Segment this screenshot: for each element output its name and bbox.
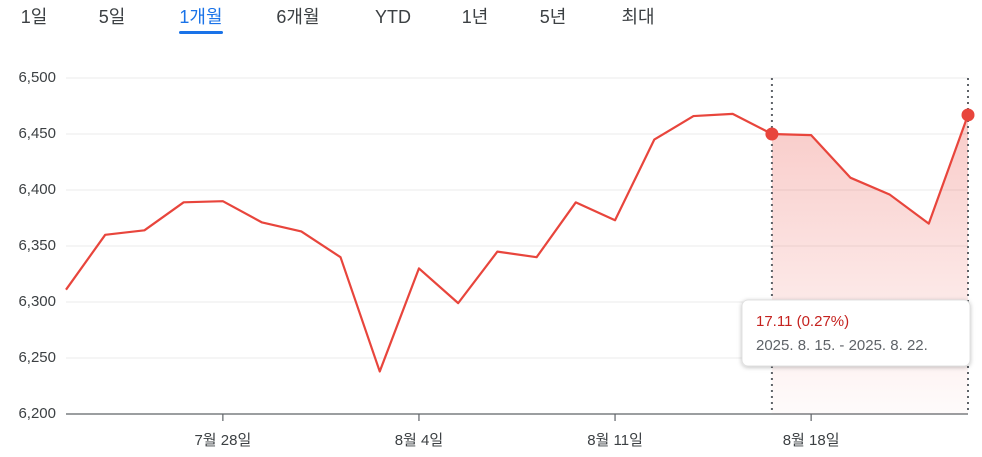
y-tick-label: 6,200 <box>18 405 56 422</box>
x-tick-label: 8월 11일 <box>587 432 643 449</box>
tooltip: 17.11 (0.27%) 2025. 8. 15. - 2025. 8. 22. <box>741 299 971 367</box>
highlight-point <box>765 127 779 141</box>
y-tick-label: 6,500 <box>18 69 56 86</box>
x-tick-label: 7월 28일 <box>194 432 251 449</box>
highlight-point <box>961 108 975 122</box>
range-tab[interactable]: YTD <box>375 7 411 27</box>
range-tab[interactable]: 1년 <box>462 7 489 27</box>
y-tick-label: 6,450 <box>18 125 56 142</box>
range-tab[interactable]: 6개월 <box>276 7 319 27</box>
tooltip-change: 17.11 (0.27%) <box>756 313 849 330</box>
tooltip-box <box>741 299 971 367</box>
price-line <box>65 112 970 373</box>
x-tick-label: 8월 18일 <box>783 432 840 449</box>
range-tab[interactable]: 최대 <box>621 7 654 27</box>
range-tab[interactable]: 1일 <box>21 7 48 27</box>
range-tab[interactable]: 5년 <box>540 7 567 27</box>
x-tick-label: 8월 4일 <box>395 432 443 449</box>
highlight-area <box>771 114 968 415</box>
range-tab[interactable]: 1개월 <box>179 7 222 27</box>
y-tick-label: 6,250 <box>18 349 56 366</box>
tooltip-range: 2025. 8. 15. - 2025. 8. 22. <box>756 337 928 354</box>
range-tab[interactable]: 5일 <box>99 7 126 27</box>
y-tick-label: 6,350 <box>18 237 56 254</box>
y-tick-label: 6,400 <box>18 181 56 198</box>
y-tick-label: 6,300 <box>18 293 56 310</box>
tab-underline <box>179 31 223 34</box>
